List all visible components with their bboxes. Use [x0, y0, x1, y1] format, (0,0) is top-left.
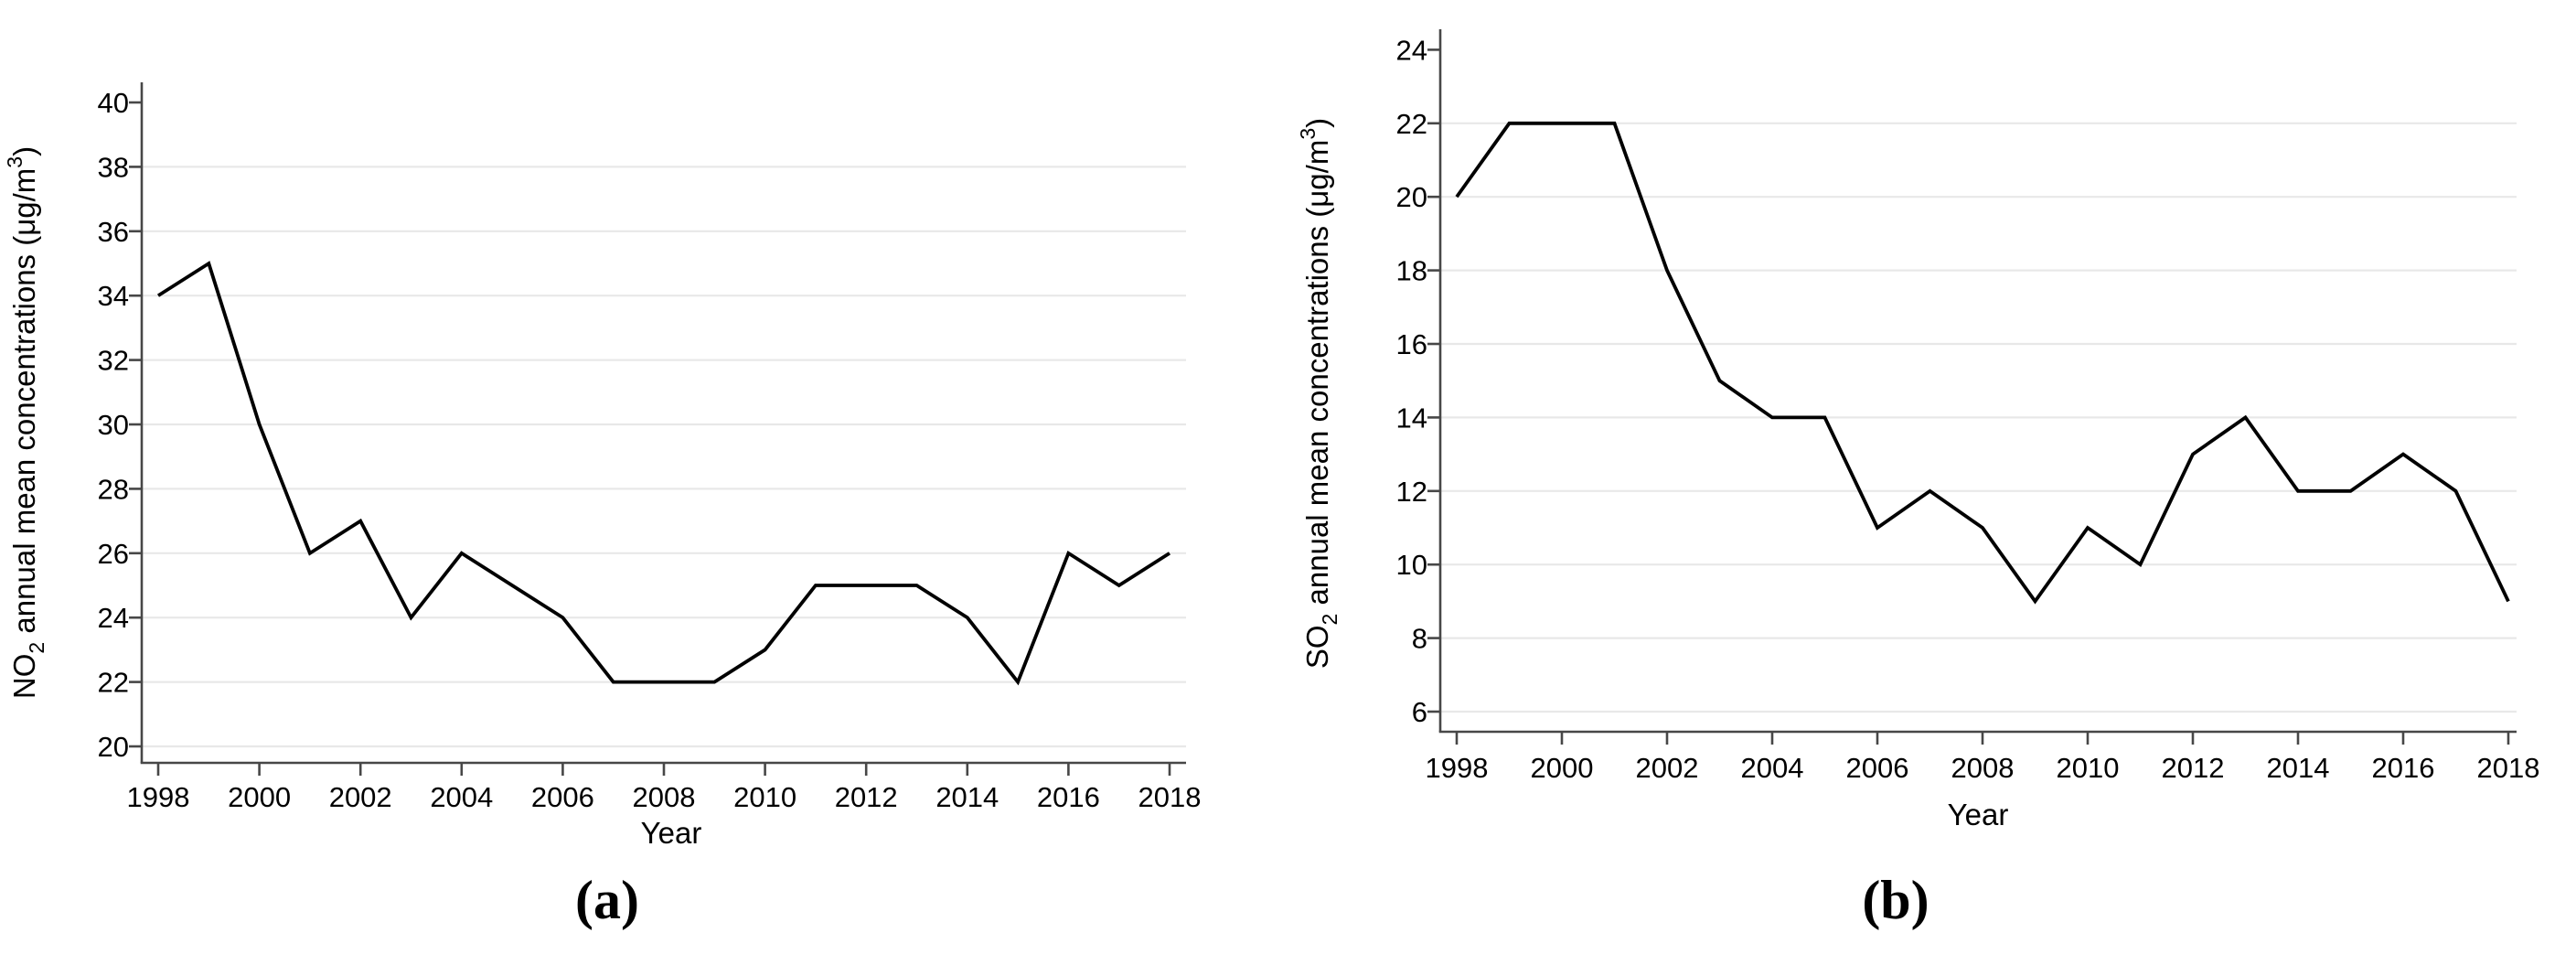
y-axis-ticks: 20 22 24 26 28 30 32 34 36 38 40	[98, 87, 142, 763]
x-tick-label: 2014	[935, 781, 999, 813]
y-tick-label: 40	[98, 87, 129, 119]
y-tick-label: 20	[98, 731, 129, 763]
x-tick-label: 1998	[127, 781, 190, 813]
y-axis-ticks: 6 8 10 12 14 16 18 20 22 24	[1396, 34, 1440, 728]
y-tick-label: 28	[98, 473, 129, 505]
x-tick-label: 2012	[2162, 752, 2225, 784]
x-axis-ticks: 1998 2000 2002 2004 2006 2008 2010 2012 2014 2016…	[127, 763, 1202, 813]
y-tick-label: 12	[1396, 476, 1427, 508]
x-axis-title: Year	[1948, 798, 2009, 831]
x-tick-label: 2010	[2057, 752, 2120, 784]
y-tick-label: 20	[1396, 181, 1427, 213]
gridlines	[142, 166, 1186, 748]
y-tick-label: 16	[1396, 328, 1427, 360]
x-tick-label: 2018	[2477, 752, 2540, 784]
x-tick-label: 2008	[1951, 752, 2015, 784]
x-tick-label: 2000	[1531, 752, 1594, 784]
x-tick-label: 2004	[430, 781, 493, 813]
x-axis-ticks: 1998 2000 2002 2004 2006 2008 2010 2012 2014 2016…	[1426, 732, 2540, 784]
y-tick-label: 24	[1396, 34, 1427, 66]
y-tick-label: 36	[98, 216, 129, 248]
x-tick-label: 2008	[633, 781, 696, 813]
chart-b-so2: 6 8 10 12 14 16 18 20 22 24 1998 2000 2002 2004 2006 20…	[1296, 29, 2539, 930]
x-tick-label: 2010	[733, 781, 796, 813]
chart-a-no2: 20 22 24 26 28 30 32 34 36 38 40 1998 2000 2002 2004 20…	[3, 82, 1201, 930]
gridlines	[1440, 122, 2517, 713]
y-axis-title: SO2 annual mean concentrations (μg/m3)	[1296, 118, 1341, 669]
x-tick-label: 2006	[1846, 752, 1909, 784]
y-tick-label: 18	[1396, 255, 1427, 287]
y-tick-label: 38	[98, 151, 129, 183]
x-tick-label: 2004	[1741, 752, 1804, 784]
x-tick-label: 2002	[329, 781, 392, 813]
y-tick-label: 24	[98, 602, 129, 634]
panel-caption-a: (a)	[575, 870, 639, 930]
trend-line-a	[156, 261, 1171, 686]
y-tick-label: 30	[98, 409, 129, 441]
x-tick-label: 2016	[1037, 781, 1100, 813]
x-tick-label: 1998	[1426, 752, 1489, 784]
y-tick-label: 26	[98, 538, 129, 570]
x-tick-label: 2016	[2372, 752, 2435, 784]
y-tick-label: 10	[1396, 549, 1427, 581]
x-tick-label: 2006	[531, 781, 594, 813]
y-tick-label: 8	[1412, 623, 1427, 655]
y-tick-label: 22	[98, 667, 129, 699]
y-tick-label: 6	[1412, 696, 1427, 728]
x-tick-label: 2014	[2267, 752, 2330, 784]
x-tick-label: 2000	[228, 781, 291, 813]
x-axis-title: Year	[641, 816, 702, 850]
x-tick-label: 2012	[835, 781, 898, 813]
y-axis-title: NO2 annual mean concentrations (μg/m3)	[3, 146, 48, 699]
y-tick-label: 34	[98, 280, 129, 312]
panel-caption-b: (b)	[1862, 870, 1929, 930]
y-tick-label: 32	[98, 345, 129, 377]
y-tick-label: 14	[1396, 402, 1427, 434]
trend-line-b	[1455, 121, 2510, 605]
x-tick-label: 2018	[1138, 781, 1202, 813]
x-tick-label: 2002	[1636, 752, 1699, 784]
y-tick-label: 22	[1396, 108, 1427, 140]
